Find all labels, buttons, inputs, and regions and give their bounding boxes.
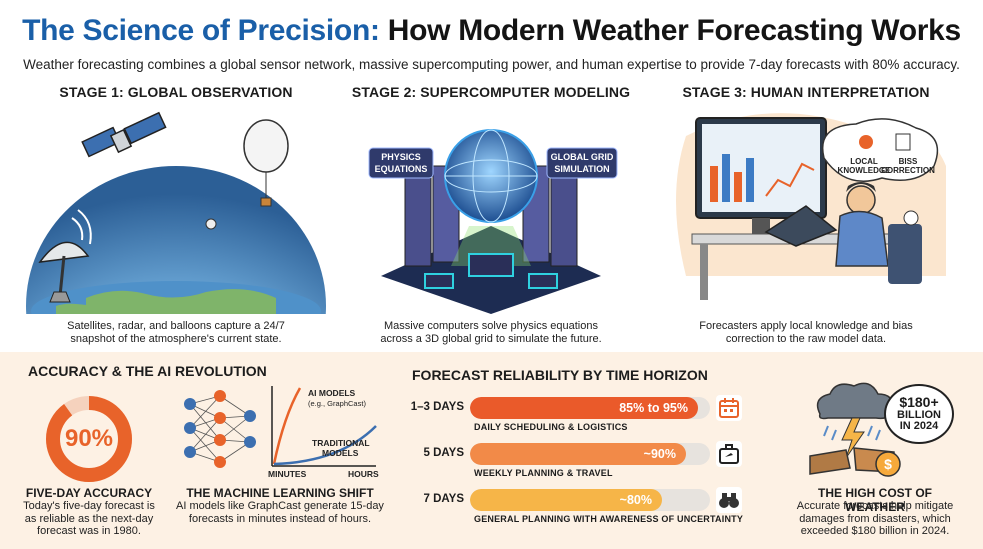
bar-sublabel: DAILY SCHEDULING & LOGISTICS <box>474 422 628 432</box>
bar-fill <box>470 397 698 419</box>
bar-track <box>470 443 710 465</box>
stage-observation: STAGE 1: GLOBAL OBSERVATION <box>26 84 326 345</box>
bar-sublabel: WEEKLY PLANNING & TRAVEL <box>474 468 613 478</box>
bar-sublabel: GENERAL PLANNING WITH AWARENESS OF UNCER… <box>474 514 744 524</box>
neural-network-icon <box>184 390 256 468</box>
suitcase-icon <box>716 441 742 467</box>
stage-caption: Massive computers solve physics equation… <box>380 320 602 345</box>
bar-label: 7 DAYS <box>423 493 465 505</box>
tag-grid-line2: SIMULATION <box>554 164 609 174</box>
calendar-icon <box>716 395 742 421</box>
location-pin-icon <box>859 135 873 149</box>
cost-title: THE HIGH COST OF WEATHER <box>818 486 932 514</box>
bubble-biss-line2: CORRECTION <box>881 166 935 175</box>
bar-label: 5 DAYS <box>423 447 465 459</box>
binoculars-icon <box>716 487 742 513</box>
bar-label: 1–3 DAYS <box>410 401 464 413</box>
reliability-section-title: FORECAST RELIABILITY BY TIME HORIZON <box>412 367 708 383</box>
stage-caption: Satellites, radar, and balloons capture … <box>67 320 285 345</box>
bar-fill <box>470 443 686 465</box>
ml-shift-diagram: AI MODELS (e.g., GraphCast) TRADITIONAL … <box>184 386 379 478</box>
traditional-label-line1: TRADITIONAL <box>312 438 370 448</box>
dollar-coin-icon <box>875 451 901 477</box>
axis-minutes-label: MINUTES <box>268 469 307 478</box>
tag-grid-line1: GLOBAL GRID <box>551 152 614 162</box>
page-subtitle: Weather forecasting combines a global se… <box>23 57 960 72</box>
stage-title: STAGE 3: HUMAN INTERPRETATION <box>682 84 930 100</box>
speed-curve-chart: AI MODELS (e.g., GraphCast) TRADITIONAL … <box>268 386 379 478</box>
page-title: The Science of Precision: How Modern Wea… <box>0 14 983 48</box>
satellite-icon <box>81 111 167 158</box>
donut-arc <box>46 396 132 482</box>
ai-models-label: AI MODELS <box>308 388 356 398</box>
stage-interpretation: STAGE 3: HUMAN INTERPRETATION LOCAL KNOW… <box>656 84 956 345</box>
document-icon <box>895 133 911 151</box>
accuracy-donut: 90% <box>44 394 134 484</box>
svg-text:$: $ <box>884 456 892 472</box>
bar-value: ~90% <box>643 447 676 461</box>
stage-title: STAGE 1: GLOBAL OBSERVATION <box>59 84 293 100</box>
bar-track <box>470 397 710 419</box>
ai-models-sublabel: (e.g., GraphCast) <box>308 399 366 408</box>
accuracy-section-title: ACCURACY & THE AI REVOLUTION <box>28 363 267 379</box>
traditional-label-line2: MODELS <box>322 448 359 458</box>
bar-value: ~80% <box>619 493 652 507</box>
donut-title: FIVE-DAY ACCURACY <box>25 486 153 500</box>
bubble-local-line2: KNOWLEDGE <box>838 166 892 175</box>
lightning-icon <box>841 417 865 459</box>
forecaster-illustration: LOCAL KNOWLEDGE BISS CORRECTION <box>676 113 946 300</box>
ml-caption: AI models like GraphCast generate 15-day… <box>176 500 384 525</box>
weather-balloon-icon <box>243 119 289 207</box>
axis-hours-label: HOURS <box>348 469 379 478</box>
earth-observation-illustration <box>26 111 326 314</box>
title-main: How Modern Weather Forecasting Works <box>387 14 962 47</box>
bar-fill <box>470 489 662 511</box>
tag-physics-line2: EQUATIONS <box>375 164 428 174</box>
bar-track <box>470 489 710 511</box>
storm-damage-illustration: $ <box>809 382 901 477</box>
stage-caption: Forecasters apply local knowledge and bi… <box>699 320 913 345</box>
bubble-biss-line1: BISS <box>899 157 918 166</box>
ml-title: THE MACHINE LEARNING SHIFT <box>186 486 374 500</box>
donut-caption: Today's five-day forecast is as reliable… <box>23 500 155 537</box>
storm-cloud-icon <box>816 382 894 420</box>
title-accent: The Science of Precision: <box>22 14 380 47</box>
stage-title: STAGE 2: SUPERCOMPUTER MODELING <box>351 84 631 100</box>
tag-physics-line1: PHYSICS <box>381 152 421 162</box>
bubble-local-line1: LOCAL <box>850 157 878 166</box>
bar-value: 85% to 95% <box>619 401 688 415</box>
stage-modeling: STAGE 2: SUPERCOMPUTER MODELING PHYSICS … <box>341 84 641 345</box>
donut-value: 90% <box>64 425 114 452</box>
radar-dish-icon <box>38 209 92 303</box>
ai-model-curve <box>272 387 302 465</box>
cost-caption: Accurate forecasts help mitigate damages… <box>796 500 954 537</box>
traditional-model-curve <box>273 425 377 466</box>
supercomputer-illustration: PHYSICS EQUATIONS GLOBAL GRID SIMULATION <box>368 129 618 314</box>
cost-bubble: $180+ BILLION IN 2024 <box>884 384 954 444</box>
